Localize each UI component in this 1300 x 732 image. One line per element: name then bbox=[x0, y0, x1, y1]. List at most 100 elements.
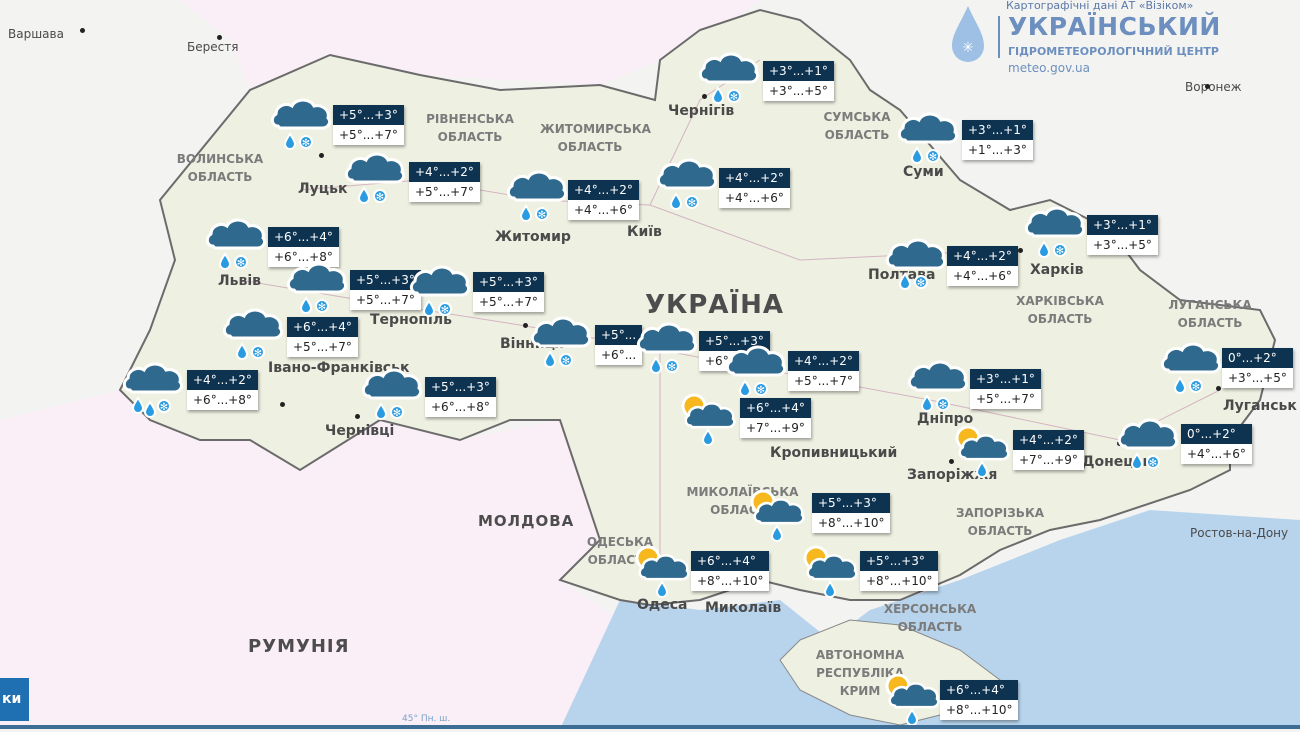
svg-text:✻: ✻ bbox=[1192, 382, 1200, 393]
day-temperature: +5°...+3° bbox=[350, 270, 421, 290]
raindrop-icon bbox=[905, 708, 919, 726]
svg-text:✻: ✻ bbox=[757, 385, 765, 396]
raindrop-icon bbox=[1037, 240, 1051, 258]
snowflake-icon: ✻ bbox=[559, 353, 573, 367]
snowflake-icon: ✻ bbox=[373, 189, 387, 203]
snowflake-icon: ✻ bbox=[1146, 455, 1160, 469]
svg-text:✻: ✻ bbox=[318, 302, 326, 313]
cloud-icon bbox=[1024, 206, 1086, 238]
region-label: АВТОНОМНА РЕСПУБЛІКА КРИМ bbox=[815, 648, 905, 698]
night-temperature: +7°...+9° bbox=[1013, 450, 1084, 470]
temperature-label: +4°...+2° +5°...+7° bbox=[788, 351, 859, 391]
temperature-label: +3°...+1° +3°...+5° bbox=[1087, 215, 1158, 255]
day-temperature: 0°...+2° bbox=[1181, 424, 1252, 444]
raindrop-icon bbox=[655, 580, 669, 598]
snowflake-icon: ✻ bbox=[685, 195, 699, 209]
svg-text:✻: ✻ bbox=[730, 92, 738, 103]
day-temperature: +5°...+3° bbox=[425, 377, 496, 397]
romania-moldova-area bbox=[0, 390, 620, 729]
temperature-label: 0°...+2° +4°...+6° bbox=[1181, 424, 1252, 464]
raindrop-icon bbox=[898, 272, 912, 290]
city-label: Івано-Франківськ bbox=[268, 360, 410, 376]
night-temperature: +6°...+8° bbox=[425, 397, 496, 417]
night-temperature: +6°...+8° bbox=[187, 390, 258, 410]
temperature-label: +4°...+2° +6°...+8° bbox=[187, 370, 258, 410]
rain-snow-icon: ✻ bbox=[344, 152, 406, 204]
snowflake-icon: ✻ bbox=[1189, 379, 1203, 393]
night-temperature: +5°...+7° bbox=[473, 292, 544, 312]
cloud-icon bbox=[638, 554, 690, 581]
cloud-icon bbox=[888, 682, 940, 709]
sun-cloud-rain-icon bbox=[955, 425, 1010, 478]
day-temperature: +4°...+2° bbox=[568, 180, 639, 200]
cloud-icon bbox=[897, 112, 959, 144]
cloud-icon bbox=[506, 170, 568, 202]
temperature-label: +5°...+3° +6°...+8° bbox=[425, 377, 496, 417]
cloud-icon bbox=[753, 498, 805, 525]
raindrop-icon bbox=[422, 299, 436, 317]
city-label: Луганськ bbox=[1223, 398, 1297, 414]
city-label: Одеса bbox=[637, 597, 688, 613]
snowflake-icon: ✻ bbox=[926, 149, 940, 163]
raindrop-icon bbox=[283, 132, 297, 150]
svg-text:✻: ✻ bbox=[237, 258, 245, 269]
country-label-ukraine: УКРАЇНА bbox=[645, 290, 785, 320]
region-label: ХАРКІВСЬКА ОБЛАСТЬ bbox=[1016, 294, 1104, 326]
day-temperature: +4°...+2° bbox=[719, 168, 790, 188]
city-label: Суми bbox=[903, 164, 944, 180]
rain-snow-icon: ✻ bbox=[270, 98, 332, 150]
svg-text:✻: ✻ bbox=[939, 400, 947, 411]
snowflake-icon: ✻ bbox=[315, 299, 329, 313]
raindrop-icon bbox=[357, 186, 371, 204]
raindrop-icon bbox=[823, 580, 837, 598]
region-label: ЛУГАНСЬКА ОБЛАСТЬ bbox=[1168, 298, 1252, 330]
temperature-label: +4°...+2° +4°...+6° bbox=[568, 180, 639, 220]
city-dot bbox=[217, 35, 222, 40]
rain-snow-icon: ✻ bbox=[222, 308, 284, 360]
cloud-icon bbox=[344, 152, 406, 184]
city-label: Луцьк bbox=[298, 181, 348, 197]
raindrop-icon bbox=[669, 192, 683, 210]
city-label: Ростов-на-Дону bbox=[1190, 526, 1289, 540]
temperature-label: +4°...+2° +5°...+7° bbox=[409, 162, 480, 202]
night-temperature: +5°...+7° bbox=[970, 389, 1041, 409]
cloud-icon bbox=[684, 402, 736, 429]
night-temperature: +5°...+7° bbox=[333, 125, 404, 145]
city-dot bbox=[355, 414, 360, 419]
city-label: Запоріжжя bbox=[907, 467, 998, 483]
sun-cloud-rain-icon bbox=[885, 673, 940, 726]
rain-snow-icon: ✻ bbox=[530, 316, 592, 368]
raindrop-icon bbox=[299, 296, 313, 314]
cloud-icon bbox=[361, 368, 423, 400]
rain-snow-icon: ✻ bbox=[205, 218, 267, 270]
cloud-icon bbox=[122, 362, 184, 394]
day-temperature: +5°...+3° bbox=[333, 105, 404, 125]
day-temperature: +5°...+3° bbox=[860, 551, 939, 571]
city-dot bbox=[280, 402, 285, 407]
temperature-label: +5°...+3° +5°...+7° bbox=[473, 272, 544, 312]
city-dot bbox=[319, 153, 324, 158]
day-temperature: +3°...+1° bbox=[970, 369, 1041, 389]
side-button[interactable]: ки bbox=[0, 678, 29, 721]
heavy-rain-snow-icon: ✻ bbox=[122, 362, 184, 418]
svg-text:✻: ✻ bbox=[688, 198, 696, 209]
map-credit: Картографічні дані АТ «Візіком» bbox=[1006, 0, 1194, 12]
day-temperature: +5°...+3° bbox=[473, 272, 544, 292]
temperature-label: +5°...+3° +5°...+7° bbox=[350, 270, 421, 310]
org-url[interactable]: meteo.gov.ua bbox=[1008, 61, 1091, 75]
rain-snow-icon: ✻ bbox=[361, 368, 423, 420]
raindrop-icon bbox=[975, 460, 989, 478]
day-temperature: +4°...+2° bbox=[409, 162, 480, 182]
day-temperature: +4°...+2° bbox=[947, 246, 1018, 266]
night-temperature: +8°...+10° bbox=[812, 513, 891, 533]
day-temperature: +3°...+1° bbox=[763, 61, 834, 81]
raindrop-icon bbox=[374, 402, 388, 420]
temperature-label: +6°...+4° +6°...+8° bbox=[268, 227, 339, 267]
night-temperature: +6°... bbox=[595, 345, 643, 365]
rain-snow-icon: ✻ bbox=[409, 265, 471, 317]
rain-snow-icon: ✻ bbox=[656, 158, 718, 210]
city-label: Воронеж bbox=[1185, 80, 1242, 94]
city-label: Кропивницький bbox=[770, 445, 898, 461]
cloud-icon bbox=[286, 262, 348, 294]
temperature-label: +5°...+3° +8°...+10° bbox=[860, 551, 939, 591]
